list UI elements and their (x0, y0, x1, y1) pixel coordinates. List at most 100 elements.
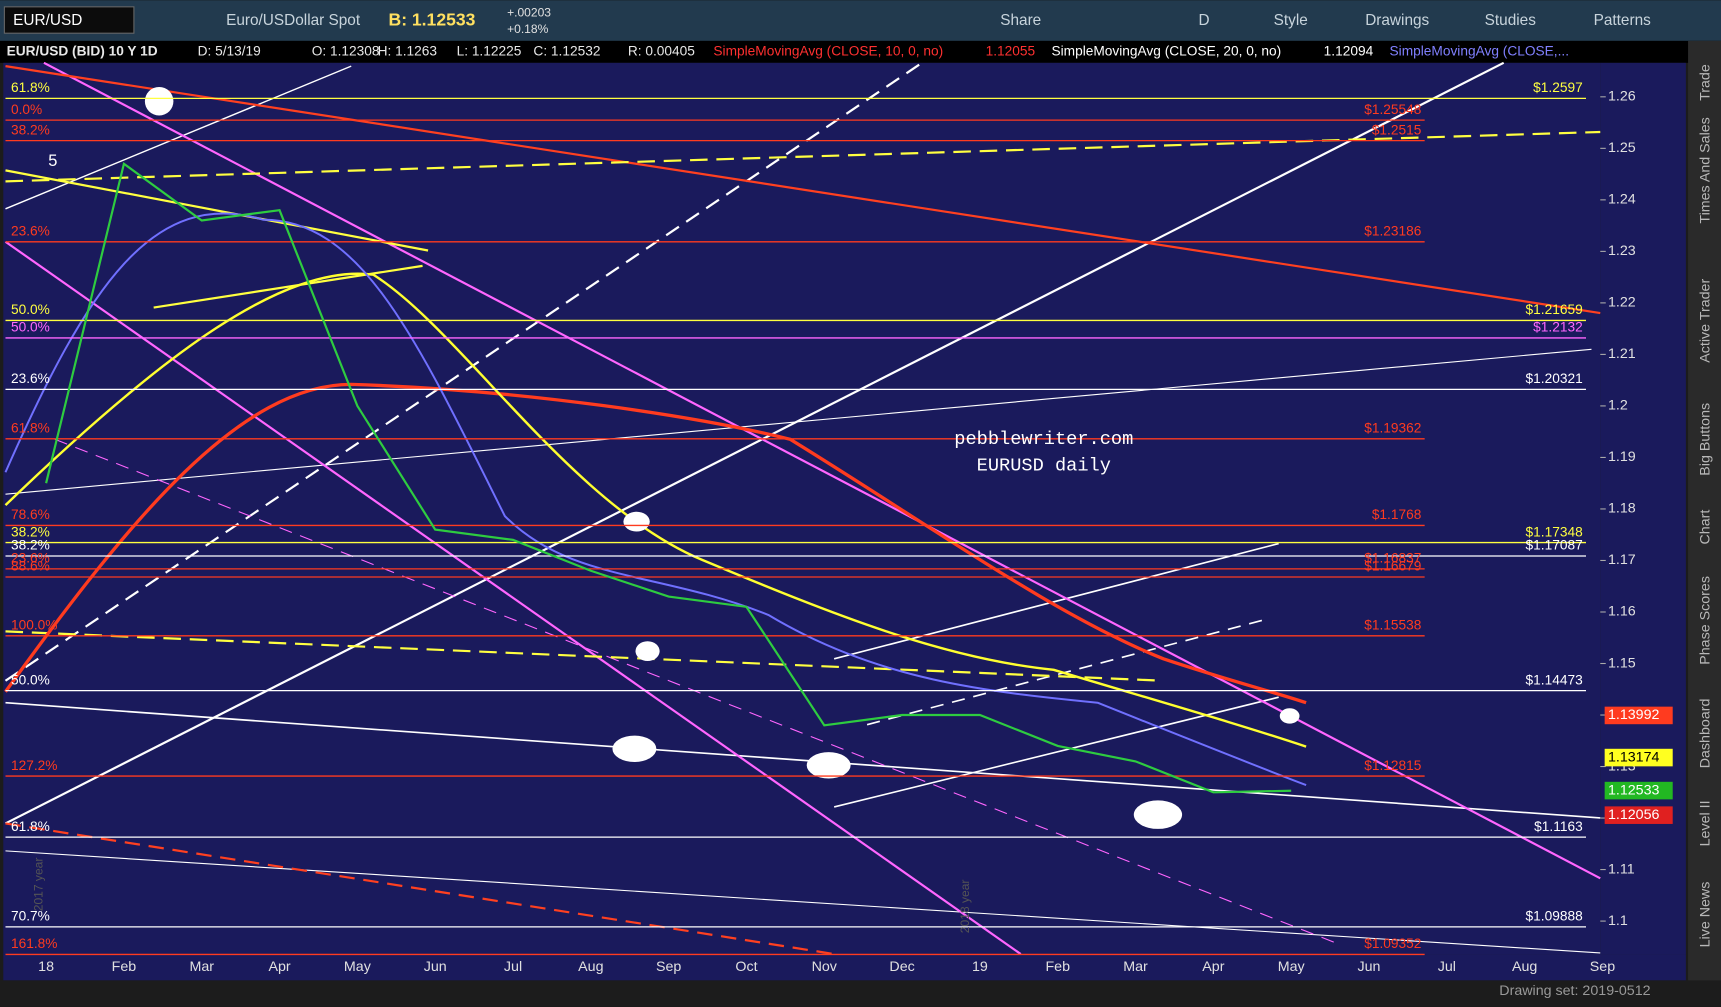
change: +.00203 (507, 6, 551, 20)
y-tick-label: 1.17 (1608, 552, 1636, 568)
y-tick-label: 1.22 (1608, 295, 1636, 311)
level-price: $1.17087 (1526, 538, 1583, 553)
y-tick-label: 1.15 (1608, 655, 1636, 671)
header: EUR/USD (BID) 10 Y 1D D: 5/13/19 O: 1.1230… (7, 43, 1569, 58)
side-tab[interactable]: Trade (1697, 64, 1713, 101)
side-tab[interactable]: Live News (1697, 882, 1713, 948)
toolbar-button[interactable]: Studies (1485, 12, 1537, 29)
toolbar-button[interactable]: Share (1000, 12, 1041, 29)
toolbar-button[interactable]: Drawings (1365, 12, 1429, 29)
side-tab[interactable]: Active Trader (1697, 279, 1713, 363)
x-tick-label: Aug (1512, 959, 1537, 975)
price-tag-label: 1.12056 (1608, 807, 1660, 823)
ohlc-field: D: 5/13/19 (198, 43, 261, 58)
level-price: $1.15538 (1364, 618, 1422, 633)
symbol-box[interactable] (3, 6, 135, 34)
x-tick-label: Sep (1590, 959, 1615, 975)
change-pct: +0.18% (507, 22, 549, 36)
side-tab[interactable]: Level II (1697, 800, 1713, 846)
x-tick-label: Jul (504, 959, 522, 975)
level-pct: 88.6% (11, 559, 50, 574)
price-tag (1604, 806, 1673, 824)
level-pct: 50.0% (11, 320, 50, 335)
level-price: $1.14473 (1526, 672, 1584, 687)
x-tick-label: Jun (424, 959, 447, 975)
level-pct: 38.2% (11, 122, 50, 137)
drawing-set: Drawing set: 2019-0512 (1499, 983, 1650, 999)
level-price: $1.12815 (1364, 758, 1422, 773)
x-tick-label: May (344, 959, 372, 975)
header-bar (0, 40, 1721, 63)
ohlc-field: H: 1.1263 (378, 43, 438, 58)
level-pct: 38.2% (11, 524, 50, 539)
ohlc-field: L: 1.12225 (457, 43, 522, 58)
level-pct: 0.0% (11, 102, 42, 117)
level-price: $1.2515 (1372, 122, 1422, 137)
study-value: 1.12094 (1324, 43, 1374, 58)
y-tick-label: 1.24 (1608, 192, 1636, 208)
x-tick-label: Oct (735, 959, 757, 975)
y-tick-label: 1.19 (1608, 449, 1636, 465)
toolbar-button[interactable]: Patterns (1594, 12, 1652, 29)
level-price: $1.16679 (1364, 559, 1421, 574)
x-tick-label: Dec (889, 959, 914, 975)
x-tick-label: Feb (1045, 959, 1070, 975)
level-pct: 78.6% (11, 507, 50, 522)
study-label: SimpleMovingAvg (CLOSE, 20, 0, no) (1051, 43, 1281, 58)
level-price: $1.1163 (1534, 819, 1583, 834)
level-pct: 38.2% (11, 538, 50, 553)
toolbar-button[interactable]: Style (1274, 12, 1308, 29)
level-price: $1.23186 (1364, 224, 1422, 239)
x-tick-label: Feb (112, 959, 137, 975)
level-price: $1.09352 (1364, 936, 1421, 951)
study-label: SimpleMovingAvg (CLOSE, 10, 0, no) (713, 43, 943, 58)
year-label: 2018 year (958, 880, 972, 934)
level-pct: 70.7% (11, 909, 50, 924)
x-tick-label: Aug (578, 959, 603, 975)
side-tab[interactable]: Phase Scores (1697, 576, 1713, 665)
toolbar-button[interactable]: D (1198, 12, 1209, 29)
x-tick-label: Mar (1123, 959, 1148, 975)
x-tick-label: Nov (812, 959, 838, 975)
x-tick-label: Apr (1202, 959, 1224, 975)
x-tick-label: May (1278, 959, 1306, 975)
level-pct: 61.8% (11, 819, 50, 834)
symbol[interactable]: EUR/USD (13, 12, 82, 29)
level-price: $1.2597 (1533, 80, 1583, 95)
price-tag (1604, 781, 1673, 800)
x-tick-label: 19 (972, 959, 988, 975)
level-price: $1.19362 (1364, 421, 1421, 436)
side-tab[interactable]: Big Buttons (1697, 403, 1713, 476)
y-tick-label: 1.25 (1608, 140, 1636, 156)
level-price: $1.21659 (1526, 302, 1583, 317)
chart: 1.11.111.121.131.141.151.161.171.181.191… (5, 80, 1673, 975)
side-bar (1688, 40, 1721, 985)
price-tag (1604, 706, 1673, 725)
time-axis (3, 954, 1686, 981)
y-tick-label: 1.21 (1608, 346, 1636, 362)
y-tick-label: 1.2 (1608, 398, 1628, 414)
x-tick-label: Apr (268, 959, 290, 975)
level-price: $1.20321 (1526, 371, 1583, 386)
level-pct: 161.8% (11, 936, 57, 951)
level-price: $1.2132 (1533, 320, 1583, 335)
level-pct: 23.6% (11, 224, 50, 239)
x-tick-label: Sep (656, 959, 681, 975)
side-tab[interactable]: Times And Sales (1697, 117, 1713, 223)
instrument: EUR/USD (BID) 10 Y 1D (7, 43, 158, 58)
side-tab[interactable]: Dashboard (1697, 699, 1713, 769)
price-tag (1604, 748, 1673, 767)
y-tick-label: 1.18 (1608, 501, 1636, 517)
side-tab[interactable]: Chart (1697, 510, 1713, 545)
level-pct: 127.2% (11, 758, 57, 773)
study-value: 1.12055 (986, 43, 1036, 58)
level-pct: 50.0% (11, 302, 50, 317)
level-pct: 61.8% (11, 80, 50, 95)
bid: B: 1.12533 (389, 10, 476, 30)
level-pct: 100.0% (11, 618, 57, 633)
level-pct: 23.6% (11, 371, 50, 386)
year-label: 2017 year (32, 858, 46, 912)
ohlc-field: O: 1.12308 (312, 43, 380, 58)
toolbar-buttons: Share D Style Drawings Studies Patterns (1000, 12, 1651, 29)
